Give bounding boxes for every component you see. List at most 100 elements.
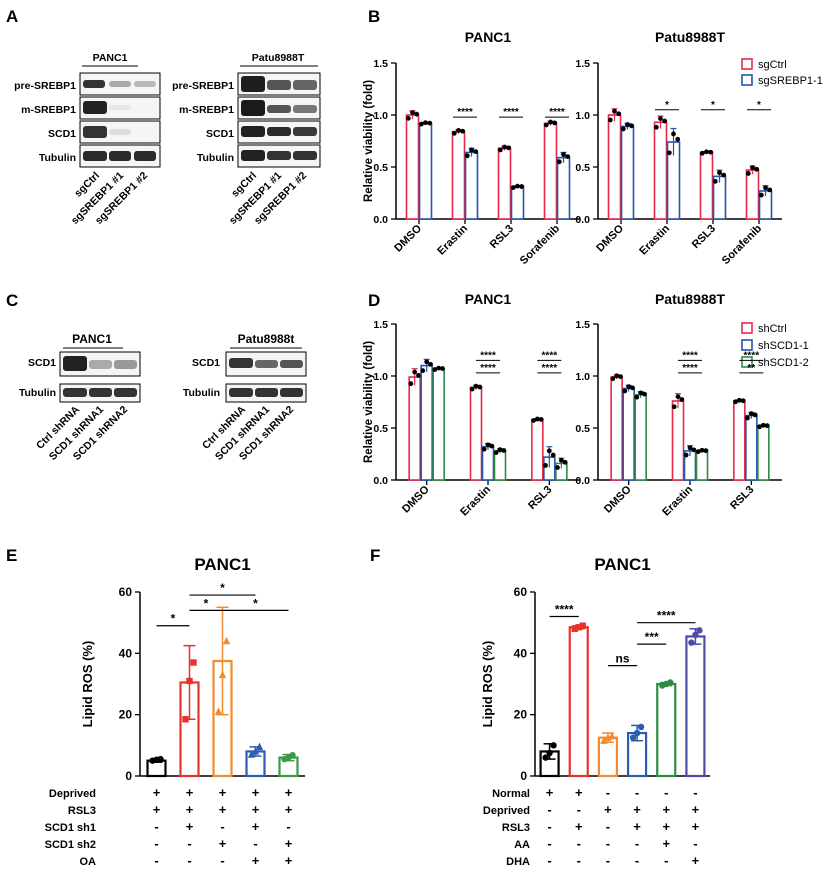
data-point — [757, 424, 762, 430]
condition-sign: - — [187, 836, 191, 851]
data-point — [629, 734, 637, 741]
blot-band — [241, 76, 265, 92]
y-tick-label: 0.5 — [575, 162, 590, 174]
bar — [745, 414, 758, 481]
y-tick-label: 1.0 — [575, 371, 590, 383]
chart-title: Patu8988T — [655, 291, 725, 307]
bar — [656, 682, 677, 778]
data-point — [637, 723, 645, 731]
y-tick-label: 60 — [119, 585, 133, 599]
panel-letter-e: E — [6, 546, 17, 565]
data-point — [481, 446, 487, 452]
data-point — [658, 116, 663, 121]
legend-label: shSCD1-2 — [758, 357, 809, 369]
condition-sign: - — [577, 853, 581, 868]
panel-letter-c: C — [6, 291, 18, 310]
significance-label: * — [711, 100, 715, 111]
condition-sign: + — [633, 802, 641, 817]
bar — [671, 400, 685, 481]
data-point — [489, 443, 495, 449]
data-point — [679, 397, 685, 402]
condition-sign: + — [219, 836, 227, 851]
x-tick-label: DMSO — [400, 483, 432, 515]
condition-label: RSL3 — [502, 822, 530, 834]
condition-sign: - — [606, 853, 610, 868]
data-point — [579, 622, 586, 629]
condition-label: OA — [80, 856, 97, 868]
significance-label: ** — [747, 363, 755, 374]
blot-band — [109, 81, 131, 87]
significance-label: **** — [744, 350, 760, 361]
y-tick-label: 0 — [520, 769, 527, 783]
condition-sign: + — [186, 785, 194, 800]
bar — [622, 387, 635, 481]
blot-band — [280, 388, 303, 397]
blot-row-label: pre-SREBP1 — [14, 80, 76, 92]
condition-table-e: Deprived RSL3 SCD1 sh1 SCD1 sh2 OA + + + + +… — [45, 785, 293, 868]
y-tick-label: 1.0 — [373, 110, 388, 122]
x-tick-label: RSL3 — [526, 484, 554, 512]
blot-band — [267, 151, 291, 160]
x-tick-label: DMSO — [594, 222, 626, 254]
bar — [469, 386, 483, 481]
data-point — [708, 149, 714, 155]
data-point — [721, 172, 727, 178]
data-point — [519, 184, 525, 189]
panel-letter-f: F — [370, 546, 380, 565]
data-point — [625, 122, 630, 127]
data-point — [218, 670, 227, 678]
data-point — [424, 359, 430, 365]
x-tick-label: Sorafenib — [518, 222, 563, 267]
data-point — [555, 465, 560, 470]
condition-sign: + — [662, 802, 670, 817]
blot-band — [109, 105, 131, 110]
legend-label: sgCtrl — [758, 59, 787, 71]
data-point — [691, 447, 697, 453]
blot-row-label: SCD1 — [206, 128, 234, 140]
bar — [695, 450, 709, 481]
condition-label: SCD1 sh1 — [45, 822, 96, 834]
condition-sign: - — [577, 836, 581, 851]
y-tick-label: 1.5 — [373, 58, 388, 70]
bar — [481, 445, 495, 481]
bar — [497, 147, 512, 220]
legend-label: sgSREBP1-1 — [758, 75, 823, 87]
condition-sign: - — [547, 836, 551, 851]
condition-label: AA — [514, 839, 530, 851]
data-point — [552, 120, 558, 126]
bar — [610, 376, 623, 481]
data-point — [688, 639, 695, 646]
chart-title: PANC1 — [465, 291, 512, 307]
x-tick-label: RSL3 — [690, 223, 718, 251]
data-point — [427, 120, 433, 126]
data-point — [436, 365, 442, 371]
data-point — [190, 659, 197, 666]
data-point — [412, 369, 418, 375]
legend-d: shCtrl shSCD1-1 shSCD1-2 — [741, 322, 809, 369]
data-point — [600, 736, 608, 744]
blot-row-label: SCD1 — [28, 357, 56, 369]
data-point — [675, 394, 681, 399]
data-point — [626, 384, 632, 390]
condition-sign: + — [546, 785, 554, 800]
data-point — [543, 463, 548, 468]
blot-band — [134, 81, 156, 87]
significance-label: **** — [503, 107, 519, 118]
data-point — [750, 165, 755, 171]
data-point — [247, 750, 256, 758]
data-point — [752, 412, 758, 418]
data-point — [608, 731, 616, 740]
y-tick-label: 20 — [514, 708, 528, 722]
panel-a-blot-panc1: PANC1 pre-SREBP1 m-SREBP1 SCD1 Tubulin s… — [14, 52, 161, 227]
blot-band — [293, 105, 317, 113]
condition-sign: - — [606, 785, 610, 800]
data-point — [703, 448, 709, 454]
condition-sign: + — [692, 819, 700, 834]
x-tick-label: RSL3 — [728, 484, 756, 512]
bar — [733, 400, 746, 481]
legend-swatch — [741, 74, 753, 86]
blot-band — [241, 100, 265, 116]
data-point — [754, 166, 760, 172]
data-point — [497, 147, 503, 153]
